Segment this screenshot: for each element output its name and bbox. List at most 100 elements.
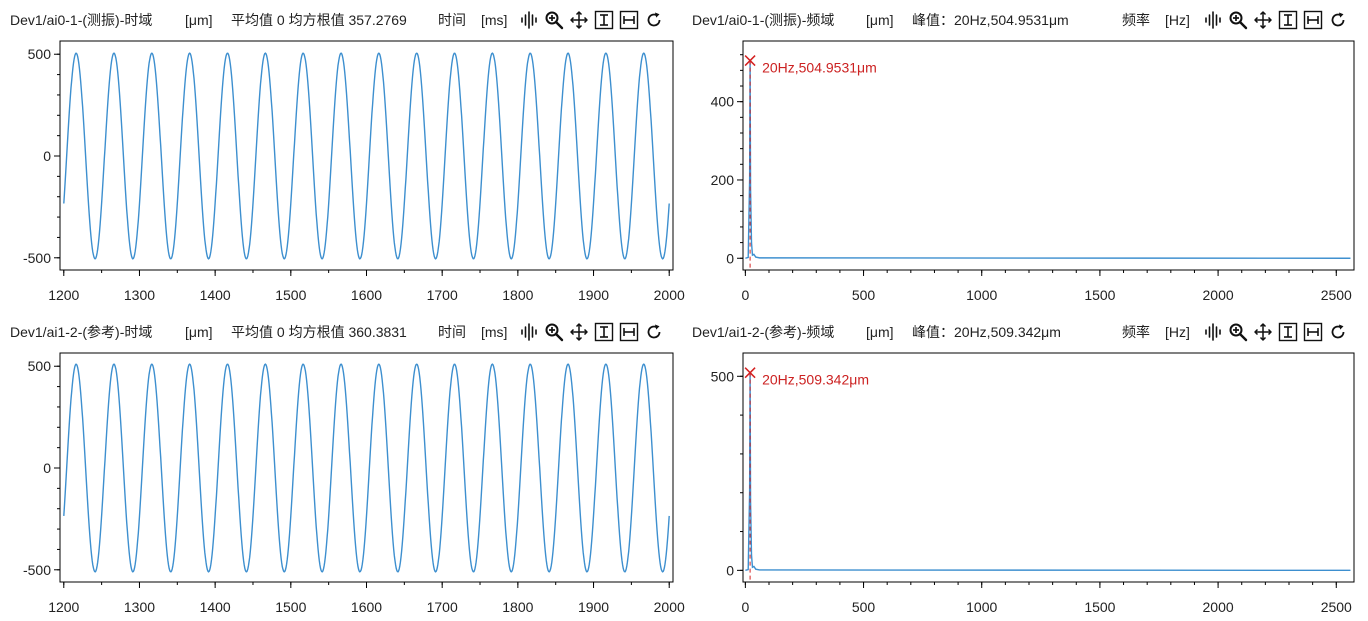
stat-readout: 峰值：20Hz,509.342μm [912,324,1061,340]
x-tick-label: 1000 [966,287,997,303]
freq-domain-chart[interactable]: 0 500 1000 1500 2000 2500400200020Hz,504.9531… [684,0,1368,309]
time-domain-chart[interactable]: 1200 1300 1400 1500 1600 1700 1800 1900 2000 500 0… [0,0,685,309]
fit-vertical-icon[interactable] [593,9,615,31]
channel-title: Dev1/ai0-1-(测振)-频域 [692,12,835,28]
chart-header: Dev1/ai1-2-(参考)-时域 [μm] 平均值 0 均方根值 360.3… [0,312,684,352]
x-tick-label: 1800 [502,599,533,615]
spectrum-trace [745,60,1351,259]
x-tick-label: 2000 [1203,287,1234,303]
signal-trace [63,363,670,573]
x-tick-label: 500 [852,287,876,303]
pan-move-icon[interactable] [568,321,590,343]
signal-trace [63,52,670,260]
x-tick-label: 500 [852,599,876,615]
plot-frame [742,352,1355,583]
channel-title: Dev1/ai0-1-(测振)-时域 [10,12,153,28]
unit-label: [μm] [866,12,894,28]
reset-icon[interactable] [643,321,665,343]
y-tick-label: 0 [43,148,51,164]
y-tick-label: 0 [726,562,734,578]
x-tick-label: 1600 [351,599,382,615]
y-tick-label: -500 [23,562,51,578]
x-tick-label: 1700 [427,287,458,303]
y-tick-label: 500 [28,358,52,374]
zoom-in-icon[interactable] [543,321,565,343]
x-tick-label: 2500 [1321,599,1352,615]
x-tick-label: 1900 [578,599,609,615]
x-tick-label: 2000 [1203,599,1234,615]
peak-marker[interactable] [744,55,756,67]
x-tick-label: 1400 [200,287,231,303]
freq-domain-chart[interactable]: 0 500 1000 1500 2000 2500 500 0 20Hz,509.342μm [684,312,1368,618]
x-tick-label: 1200 [48,599,79,615]
waveform-icon[interactable] [518,321,540,343]
peak-marker[interactable] [744,367,756,379]
chart-toolbar [1202,321,1349,343]
y-tick-label: 500 [28,46,52,62]
chart-toolbar [518,321,665,343]
waveform-icon[interactable] [518,9,540,31]
axis-unit: [ms] [481,12,508,28]
stat-readout: 平均值 0 均方根值 360.3831 [231,324,407,340]
x-tick-label: 1500 [275,287,306,303]
x-tick-label: 1300 [124,287,155,303]
peak-annotation: 20Hz,504.9531μm [762,60,877,76]
waveform-icon[interactable] [1202,321,1224,343]
y-tick-label: 400 [711,94,735,110]
pan-move-icon[interactable] [568,9,590,31]
channel-title: Dev1/ai1-2-(参考)-时域 [10,324,153,340]
x-tick-label: 1500 [275,599,306,615]
x-tick-label: 0 [741,287,749,303]
zoom-in-icon[interactable] [1227,321,1249,343]
pan-move-icon[interactable] [1252,321,1274,343]
y-tick-label: 0 [726,250,734,266]
y-tick-label: 200 [711,172,735,188]
fit-horizontal-icon[interactable] [1302,321,1324,343]
axis-name: 时间 [438,324,466,340]
x-tick-label: 2500 [1321,287,1352,303]
x-tick-label: 1500 [1084,287,1115,303]
chart-toolbar [518,9,665,31]
unit-label: [μm] [185,12,213,28]
freq-domain-panel-ai1: Dev1/ai1-2-(参考)-频域 [μm] 峰值：20Hz,509.342μ… [684,312,1368,621]
fit-vertical-icon[interactable] [1277,321,1299,343]
plot-frame [59,352,674,583]
plot-frame [742,40,1355,271]
y-tick-label: 0 [43,460,51,476]
axis-name: 时间 [438,12,466,28]
fit-horizontal-icon[interactable] [1302,9,1324,31]
axis-name: 频率 [1122,324,1150,340]
x-tick-label: 1800 [502,287,533,303]
reset-icon[interactable] [1327,321,1349,343]
x-tick-label: 1400 [200,599,231,615]
spectrum-trace [745,372,1351,572]
freq-domain-panel-ai0: Dev1/ai0-1-(测振)-频域 [μm] 峰值：20Hz,504.9531… [684,0,1368,309]
x-tick-label: 2000 [654,599,685,615]
zoom-in-icon[interactable] [543,9,565,31]
chart-header: Dev1/ai0-1-(测振)-频域 [μm] 峰值：20Hz,504.9531… [684,0,1368,40]
x-tick-label: 1500 [1084,599,1115,615]
unit-label: [μm] [185,324,213,340]
y-tick-label: -500 [23,250,51,266]
time-domain-panel-ai1: Dev1/ai1-2-(参考)-时域 [μm] 平均值 0 均方根值 360.3… [0,312,685,621]
fit-vertical-icon[interactable] [593,321,615,343]
chart-toolbar [1202,9,1349,31]
x-tick-label: 1900 [578,287,609,303]
zoom-in-icon[interactable] [1227,9,1249,31]
fit-vertical-icon[interactable] [1277,9,1299,31]
time-domain-chart[interactable]: 1200 1300 1400 1500 1600 1700 1800 1900 2000 500 0… [0,312,685,618]
time-domain-panel-ai0: Dev1/ai0-1-(测振)-时域 [μm] 平均值 0 均方根值 357.2… [0,0,685,309]
waveform-icon[interactable] [1202,9,1224,31]
axis-unit: [Hz] [1165,324,1190,340]
plot-frame [59,40,674,271]
axis-unit: [Hz] [1165,12,1190,28]
reset-icon[interactable] [1327,9,1349,31]
stat-readout: 平均值 0 均方根值 357.2769 [231,12,407,28]
reset-icon[interactable] [643,9,665,31]
x-tick-label: 1000 [966,599,997,615]
fit-horizontal-icon[interactable] [618,9,640,31]
stat-readout: 峰值：20Hz,504.9531μm [912,12,1069,28]
pan-move-icon[interactable] [1252,9,1274,31]
axis-name: 频率 [1122,12,1150,28]
fit-horizontal-icon[interactable] [618,321,640,343]
